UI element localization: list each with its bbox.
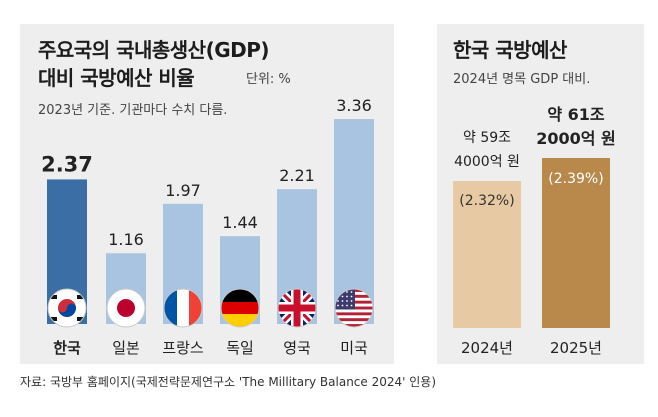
flag-ring-1 xyxy=(106,288,146,328)
value-label-0: 2.37 xyxy=(41,152,93,176)
japan-flag-icon xyxy=(107,289,145,327)
year-label-1: 2025년 xyxy=(550,339,602,357)
amount-label-0-line1: 약 59조 xyxy=(463,130,511,146)
value-label-1: 1.16 xyxy=(108,230,144,249)
bar-year-1 xyxy=(542,158,610,328)
right-bar-group: (2.32%) 2024년 (2.39%) 2025년 약 59조 4000억 원 약 61… xyxy=(453,105,616,357)
value-label-2: 1.97 xyxy=(165,181,201,200)
amount-label-1-line2: 2000억 원 xyxy=(536,129,616,148)
uk-flag-icon xyxy=(278,289,316,327)
category-label-4: 영국 xyxy=(283,339,311,357)
korea-flag-icon xyxy=(48,289,86,327)
amount-label-1-line1: 약 61조 xyxy=(547,105,605,124)
flag-ring-4 xyxy=(277,288,317,328)
right-subtitle: 2024년 명목 GDP 대비. xyxy=(453,72,591,87)
left-title-line2: 대비 국방예산 비율 xyxy=(38,66,195,90)
france-flag-icon xyxy=(164,289,202,327)
flag-ring-2 xyxy=(163,288,203,328)
value-label-4: 2.21 xyxy=(279,166,315,185)
flag-ring-5 xyxy=(334,288,374,328)
category-label-2: 프랑스 xyxy=(162,339,204,357)
pct-label-1: (2.39%) xyxy=(548,171,603,187)
category-label-3: 독일 xyxy=(226,339,254,357)
category-label-1: 일본 xyxy=(112,339,140,357)
right-title: 한국 국방예산 xyxy=(453,38,567,62)
left-bar-group: 2.37 한국 1.16 일본 1.97 프랑스 1.44 독일 2.21 영국 3.36 미국 xyxy=(41,96,374,357)
amount-label-0-line2: 4000억 원 xyxy=(454,154,520,170)
bar-year-0 xyxy=(453,181,521,328)
unit-label: 단위: % xyxy=(246,72,291,87)
note-text: 2023년 기준. 기관마다 수치 다름. xyxy=(38,103,228,118)
flag-ring-0 xyxy=(47,288,87,328)
value-label-5: 3.36 xyxy=(336,96,372,115)
category-label-0: 한국 xyxy=(53,339,81,357)
pct-label-0: (2.32%) xyxy=(459,193,514,209)
flag-ring-3 xyxy=(220,288,260,328)
value-label-3: 1.44 xyxy=(222,213,258,232)
category-label-5: 미국 xyxy=(340,339,368,357)
year-label-0: 2024년 xyxy=(461,339,513,357)
left-title-line1: 주요국의 국내총생산(GDP) xyxy=(38,38,270,62)
germany-flag-icon xyxy=(221,289,259,327)
source-note: 자료: 국방부 홈페이지(국제전략문제연구소 'The Millitary Ba… xyxy=(20,375,437,389)
